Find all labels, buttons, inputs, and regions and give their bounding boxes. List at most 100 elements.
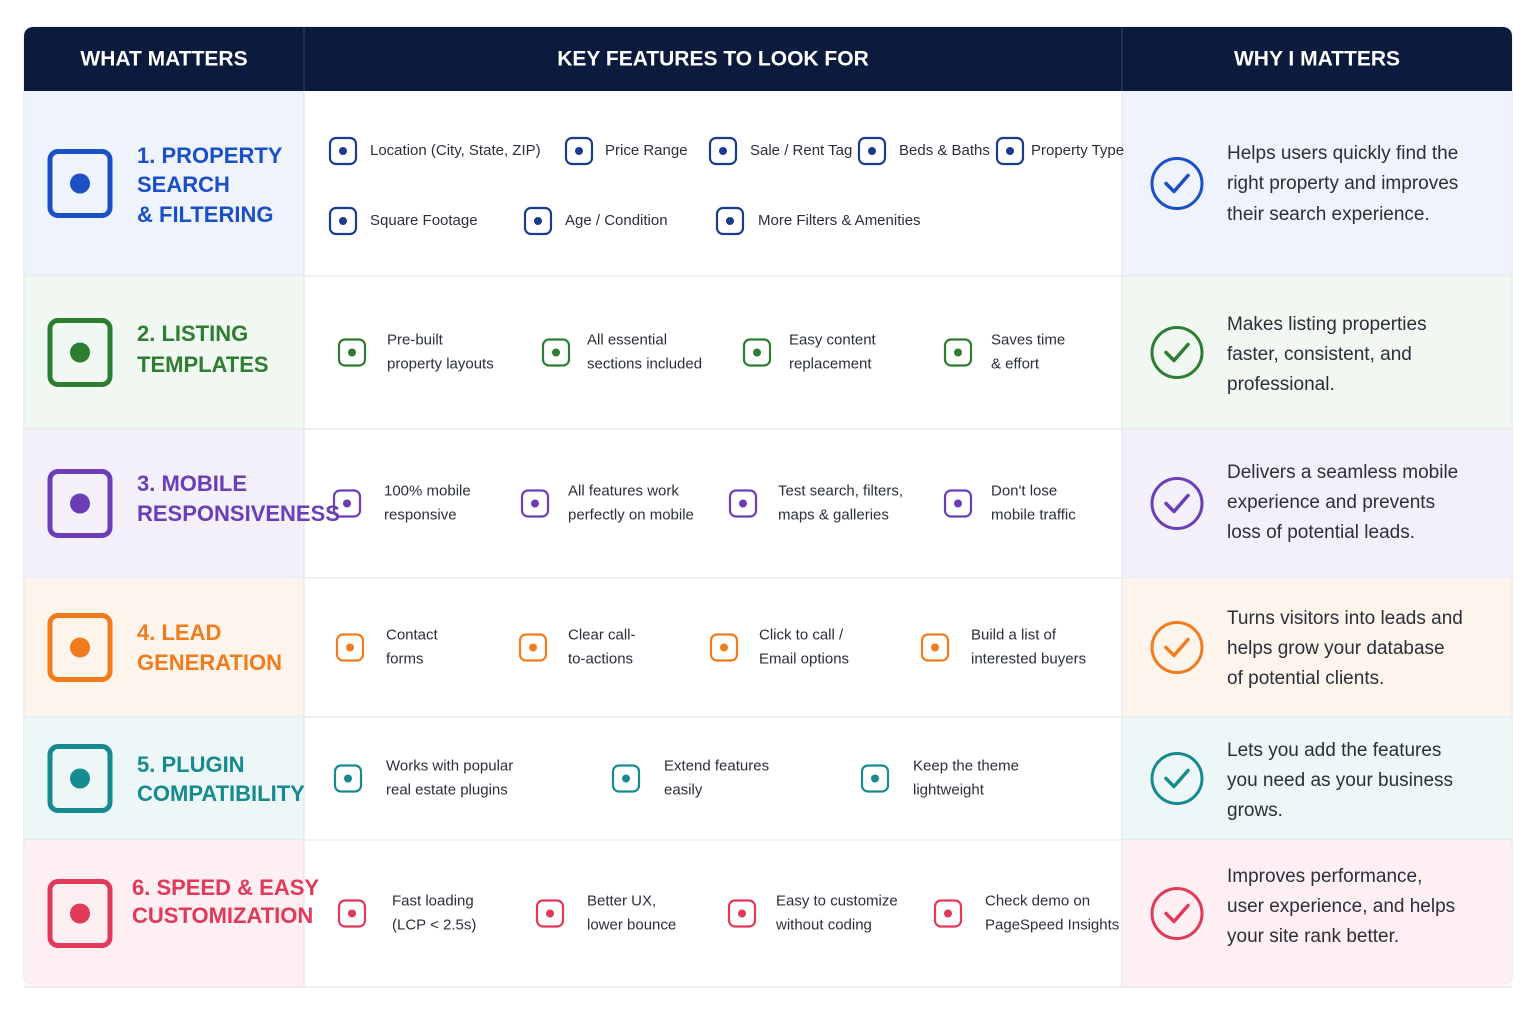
row-right-bg [1122,276,1511,429]
feature-icon-dot [739,499,747,508]
header-bar [24,27,1512,91]
feature-label: perfectly on mobile [568,506,694,523]
feature-label: sections included [587,355,702,372]
category-icon [47,149,113,218]
category-icon-dot [70,637,90,658]
feature-label: responsive [384,506,457,523]
category-icon-dot [70,768,90,789]
feature-label: Keep the theme [913,757,1019,774]
feature-label: Saves time [991,331,1065,348]
feature-icon-dot [346,643,354,652]
category-icon [47,613,113,682]
feature-icon-dot [868,147,876,155]
feature-label: Email options [759,650,849,667]
feature-icon-dot [719,147,727,155]
feature-label: Better UX, [587,892,656,909]
row-right-bg [1122,429,1511,578]
header-label: KEY FEATURES TO LOOK FOR [557,48,869,71]
feature-icon-dot [1006,147,1014,155]
feature-label: More Filters & Amenities [758,212,921,229]
feature-icon-dot [552,348,560,357]
row-title: SEARCH [137,172,230,197]
feature-label: Location (City, State, ZIP) [370,142,541,159]
feature-icon-dot [944,909,952,918]
check-mark [1164,637,1190,658]
feature-icon [611,764,641,793]
feature-icon-dot [931,643,939,652]
feature-icon-dot [720,643,728,652]
feature-icon [860,764,890,793]
feature-icon-dot [954,348,962,357]
feature-label: All features work [568,482,679,499]
feature-icon [728,489,758,518]
feature-label: & effort [991,355,1040,372]
feature-icon-dot [529,643,537,652]
feature-icon [920,633,950,662]
feature-icon-dot [622,774,630,783]
feature-icon [933,899,963,928]
feature-label: without coding [775,916,872,933]
feature-icon [857,136,887,166]
check-mark [1164,903,1190,924]
feature-icon [518,633,548,662]
check-circle [1150,752,1204,805]
feature-label: Don't lose [991,482,1057,499]
why-text: you need as your business [1227,770,1453,791]
row-title: 6. SPEED & EASY [132,875,319,900]
feature-icon-dot [726,217,734,225]
check-circle [1150,477,1204,530]
feature-label: Age / Condition [565,212,668,229]
feature-icon [337,899,367,928]
feature-label: Contact [386,626,439,643]
feature-icon-dot [531,499,539,508]
row-title: 3. MOBILE [137,471,247,496]
feature-label: Property Type [1031,142,1124,159]
why-text: Turns visitors into leads and [1227,608,1463,629]
check-circle [1150,621,1204,674]
category-icon-dot [70,493,90,514]
row-title: 2. LISTING [137,321,248,346]
feature-label: property layouts [387,355,494,372]
feature-icon [943,338,973,367]
feature-label: All essential [587,331,667,348]
feature-label: PageSpeed Insights [985,916,1119,933]
feature-label: Beds & Baths [899,142,990,159]
feature-icon [727,899,757,928]
feature-label: Price Range [605,142,688,159]
feature-icon [520,489,550,518]
header-label: WHY I MATTERS [1234,48,1400,71]
row-right-bg [1122,717,1511,840]
check-mark [1164,173,1190,194]
check-circle [1150,326,1204,379]
why-text: of potential clients. [1227,668,1384,689]
why-text: their search experience. [1227,204,1430,225]
feature-icon [995,136,1025,166]
feature-label: easily [664,781,703,798]
feature-label: Fast loading [392,892,474,909]
feature-label: Clear call- [568,626,636,643]
why-text: right property and improves [1227,173,1458,194]
feature-icon [328,136,358,166]
why-text: Improves performance, [1227,866,1422,887]
feature-icon-dot [738,909,746,918]
feature-icon-dot [575,147,583,155]
row-title: TEMPLATES [137,352,269,377]
feature-icon [709,633,739,662]
feature-label: forms [386,650,424,667]
feature-label: Pre-built [387,331,444,348]
why-text: professional. [1227,374,1335,395]
why-text: faster, consistent, and [1227,344,1412,365]
row-right-bg [1122,91,1511,276]
feature-icon [708,136,738,166]
category-icon [47,318,113,387]
why-text: Makes listing properties [1227,314,1427,335]
check-circle [1150,157,1204,210]
row-right-bg [1122,840,1511,987]
feature-icon [541,338,571,367]
feature-icon [333,764,363,793]
row-title: 1. PROPERTY [137,143,283,168]
why-text: experience and prevents [1227,492,1435,513]
feature-icon-dot [339,147,347,155]
feature-label: Sale / Rent Tag [750,142,852,159]
